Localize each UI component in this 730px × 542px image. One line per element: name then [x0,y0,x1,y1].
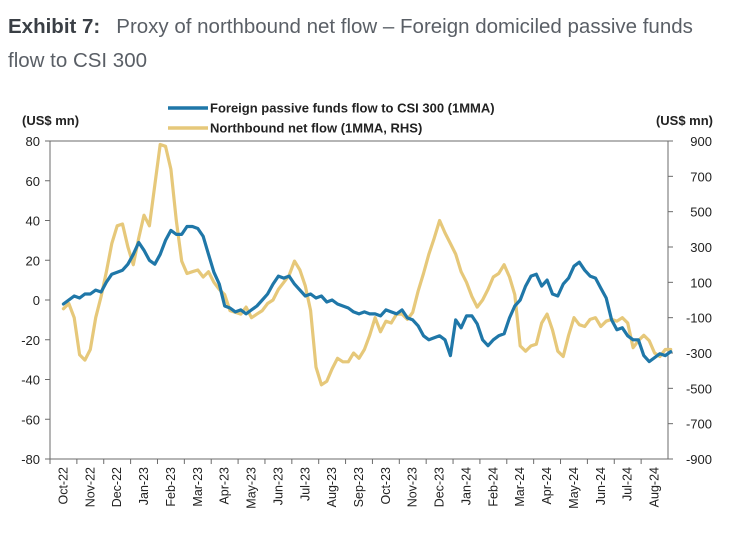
x-tick-label: Mar-24 [513,467,527,507]
x-tick-label: May-23 [245,467,259,509]
left-tick-label: 40 [26,214,40,229]
x-tick-label: May-24 [567,467,581,509]
x-tick-label: Dec-23 [433,467,447,507]
right-tick-label: 300 [690,240,712,255]
left-tick-label: -60 [21,412,40,427]
x-tick-label: Jun-24 [594,467,608,505]
legend: Foreign passive funds flow to CSI 300 (1… [168,101,495,136]
x-tick-label: Jul-23 [298,467,312,501]
x-tick-label: Apr-24 [540,467,554,505]
right-tick-label: -100 [686,311,712,326]
x-tick-label: Apr-23 [218,467,232,505]
right-tick-label: 100 [690,275,712,290]
left-tick-label: -20 [21,333,40,348]
legend-label: Northbound net flow (1MMA, RHS) [210,121,422,136]
right-tick-label: 900 [690,134,712,149]
x-tick-label: Aug-23 [325,467,339,507]
x-tick-label: Nov-23 [406,467,420,507]
left-tick-label: -80 [21,452,40,467]
left-axis-unit: (US$ mn) [22,113,79,128]
x-tick-label: Jan-23 [137,467,151,505]
chart-title: Proxy of northbound net flow – Foreign d… [8,15,693,72]
x-tick-label: Mar-23 [191,467,205,507]
right-tick-label: -500 [686,381,712,396]
x-tick-label: Jan-24 [459,467,473,505]
left-tick-label: -40 [21,373,40,388]
plot-area: 80 60 40 20 0 -20 -40 -60 -80 900 700 500 300 100 -100… [21,134,712,509]
left-tick-label: 60 [26,174,40,189]
x-tick-label: Oct-22 [56,467,70,505]
exhibit-label: Exhibit 7: [8,15,101,38]
legend-label: Foreign passive funds flow to CSI 300 (1… [210,101,495,116]
right-tick-label: 700 [690,169,712,184]
plot-frame [49,140,669,460]
x-tick-label: Jul-24 [621,467,635,501]
right-tick-label: -700 [686,417,712,432]
northbound-flow-line [61,142,673,387]
right-axis-unit: (US$ mn) [656,113,713,128]
foreign-passive-flow-line [61,224,673,364]
x-tick-label: Sep-23 [352,467,366,507]
exhibit-heading: Exhibit 7: Proxy of northbound net flow –… [8,10,723,78]
left-tick-label: 20 [26,253,40,268]
right-tick-label: 500 [690,205,712,220]
right-tick-label: -300 [686,346,712,361]
x-tick-label: Oct-23 [379,467,393,505]
x-tick-label: Dec-22 [110,467,124,507]
left-tick-label: 0 [33,293,40,308]
x-tick-label: Jun-23 [271,467,285,505]
right-tick-label: -900 [686,452,712,467]
left-tick-label: 80 [26,134,40,149]
x-tick-label: Nov-22 [83,467,97,507]
x-tick-label: Feb-24 [486,467,500,507]
x-tick-label: Feb-23 [164,467,178,507]
x-tick-label: Aug-24 [648,467,662,507]
